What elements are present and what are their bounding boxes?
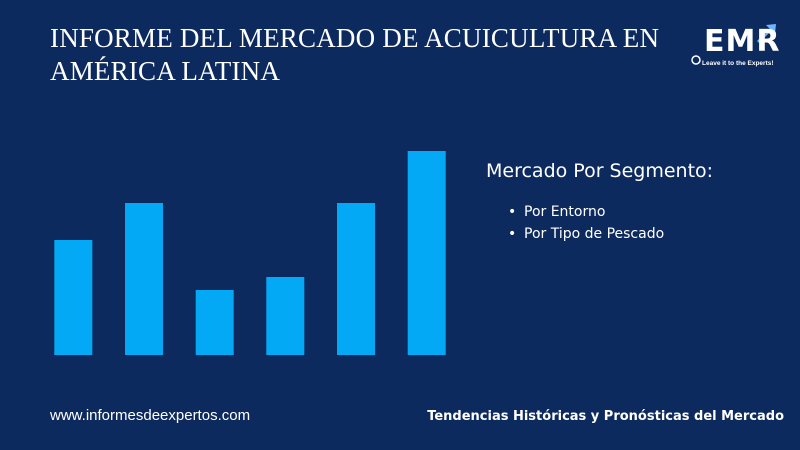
bar-5 (337, 203, 375, 355)
title-line-1: INFORME DEL MERCADO DE ACUICULTURA EN (50, 23, 660, 53)
segment-heading: Mercado Por Segmento: (486, 160, 714, 182)
bar-3 (195, 290, 234, 355)
website-link[interactable]: www.informesdeexpertos.com (50, 407, 251, 424)
bar-6 (407, 151, 446, 355)
segment-item-tipo-pescado: Por Tipo de Pescado (508, 223, 664, 245)
footer-tagline: Tendencias Históricas y Pronósticas del … (427, 409, 784, 424)
growth-arrow-icon (691, 24, 776, 65)
logo-text: EMR (704, 24, 781, 59)
bar-chart (54, 151, 446, 355)
bar-4 (266, 277, 305, 355)
emr-logo: EMR Leave it to the Experts! (688, 20, 788, 72)
logo-tagline: Leave it to the Experts! (702, 60, 774, 67)
title-line-2: AMÉRICA LATINA (50, 56, 281, 86)
segment-item-entorno: Por Entorno (508, 201, 664, 223)
bar-2 (125, 203, 163, 355)
segment-list: Por Entorno Por Tipo de Pescado (508, 201, 664, 245)
page-title: INFORME DEL MERCADO DE ACUICULTURA EN AM… (50, 22, 670, 88)
bar-1 (54, 240, 93, 355)
